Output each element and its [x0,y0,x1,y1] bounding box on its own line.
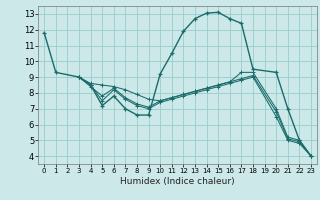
X-axis label: Humidex (Indice chaleur): Humidex (Indice chaleur) [120,177,235,186]
